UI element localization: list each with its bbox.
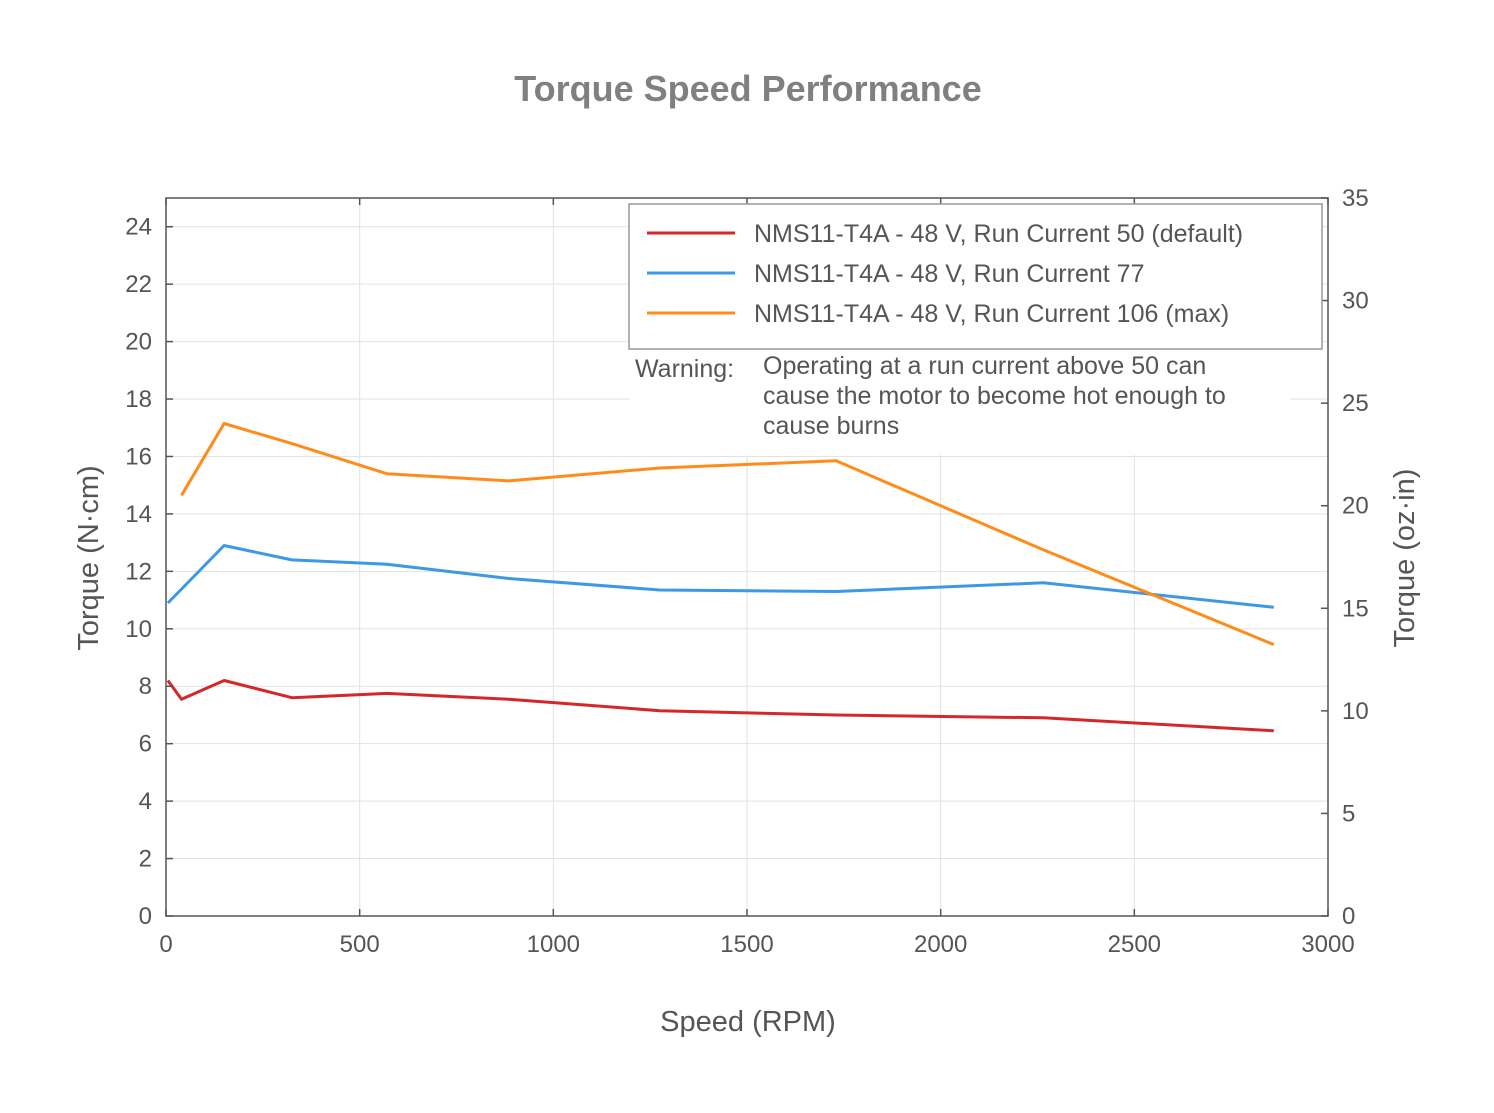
series-line-0 [166,679,1274,733]
x-axis-label: Speed (RPM) [660,1006,836,1038]
y-tick-label: 2 [139,846,152,873]
warning-annotation: Warning: Operating at a run current abov… [629,350,1291,455]
y-tick-label: 4 [139,788,152,815]
y2-axis-label: Torque (oz·in) [1389,469,1421,648]
y-tick-label: 24 [125,214,152,241]
y2-tick-label: 25 [1342,390,1369,417]
y2-tick-label: 10 [1342,698,1369,725]
x-tick-label: 1000 [527,931,580,958]
legend-entry-2: NMS11-T4A - 48 V, Run Current 106 (max) [754,300,1229,328]
x-tick-label: 1500 [720,931,773,958]
warning-label: Warning: [635,355,734,383]
x-tick-label: 2500 [1108,931,1161,958]
warning-line-1: Operating at a run current above 50 can [763,352,1206,380]
axis-ticks: 0 500 1000 1500 2000 2500 30000246810121416182… [125,185,1368,958]
legend-entry-1: NMS11-T4A - 48 V, Run Current 77 [754,260,1144,288]
y2-tick-label: 15 [1342,595,1369,622]
y-tick-label: 12 [125,558,152,585]
y2-tick-label: 35 [1342,185,1369,212]
series-line-2 [180,422,1275,646]
x-tick-label: 3000 [1301,931,1354,958]
warning-line-3: cause burns [763,412,899,440]
series-lines [166,422,1275,733]
y-tick-label: 0 [139,903,152,930]
legend-entry-0: NMS11-T4A - 48 V, Run Current 50 (defaul… [754,220,1243,248]
y-tick-label: 16 [125,443,152,470]
series-line-1 [166,544,1274,609]
x-tick-label: 0 [159,931,172,958]
y-tick-label: 18 [125,386,152,413]
y2-tick-label: 30 [1342,288,1369,315]
warning-line-2: cause the motor to become hot enough to [763,382,1226,410]
x-tick-label: 2000 [914,931,967,958]
y-tick-label: 22 [125,271,152,298]
legend: NMS11-T4A - 48 V, Run Current 50 (defaul… [628,203,1323,350]
y-axis-label: Torque (N·cm) [73,465,105,650]
chart-title: Torque Speed Performance [514,68,981,109]
y-tick-label: 14 [125,501,152,528]
y2-tick-label: 0 [1342,903,1355,930]
y-tick-label: 20 [125,329,152,356]
y2-tick-label: 5 [1342,800,1355,827]
x-tick-label: 500 [340,931,380,958]
legend-box [628,203,1323,350]
y-tick-label: 10 [125,616,152,643]
warning-background [629,350,1291,455]
y2-tick-label: 20 [1342,493,1369,520]
y-tick-label: 8 [139,673,152,700]
y-tick-label: 6 [139,731,152,758]
